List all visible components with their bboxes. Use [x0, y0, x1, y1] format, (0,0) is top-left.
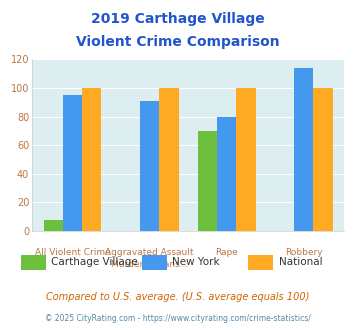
Bar — [140, 101, 159, 231]
Text: Violent Crime Comparison: Violent Crime Comparison — [76, 35, 279, 49]
Bar — [63, 95, 82, 231]
Text: 2019 Carthage Village: 2019 Carthage Village — [91, 12, 264, 25]
Bar — [294, 68, 313, 231]
Text: Compared to U.S. average. (U.S. average equals 100): Compared to U.S. average. (U.S. average … — [46, 292, 309, 302]
Bar — [217, 116, 236, 231]
Bar — [198, 131, 217, 231]
Bar — [313, 88, 333, 231]
Text: All Violent Crime: All Violent Crime — [34, 248, 110, 257]
Bar — [82, 88, 102, 231]
Text: Rape: Rape — [215, 248, 238, 257]
Text: New York: New York — [172, 257, 220, 267]
Text: Aggravated Assault: Aggravated Assault — [105, 248, 194, 257]
Bar — [236, 88, 256, 231]
Text: Carthage Village: Carthage Village — [51, 257, 138, 267]
Text: Murder & Mans...: Murder & Mans... — [111, 260, 188, 269]
Text: Robbery: Robbery — [285, 248, 323, 257]
Text: National: National — [279, 257, 322, 267]
Text: © 2025 CityRating.com - https://www.cityrating.com/crime-statistics/: © 2025 CityRating.com - https://www.city… — [45, 314, 310, 323]
Bar — [44, 219, 63, 231]
Bar — [159, 88, 179, 231]
